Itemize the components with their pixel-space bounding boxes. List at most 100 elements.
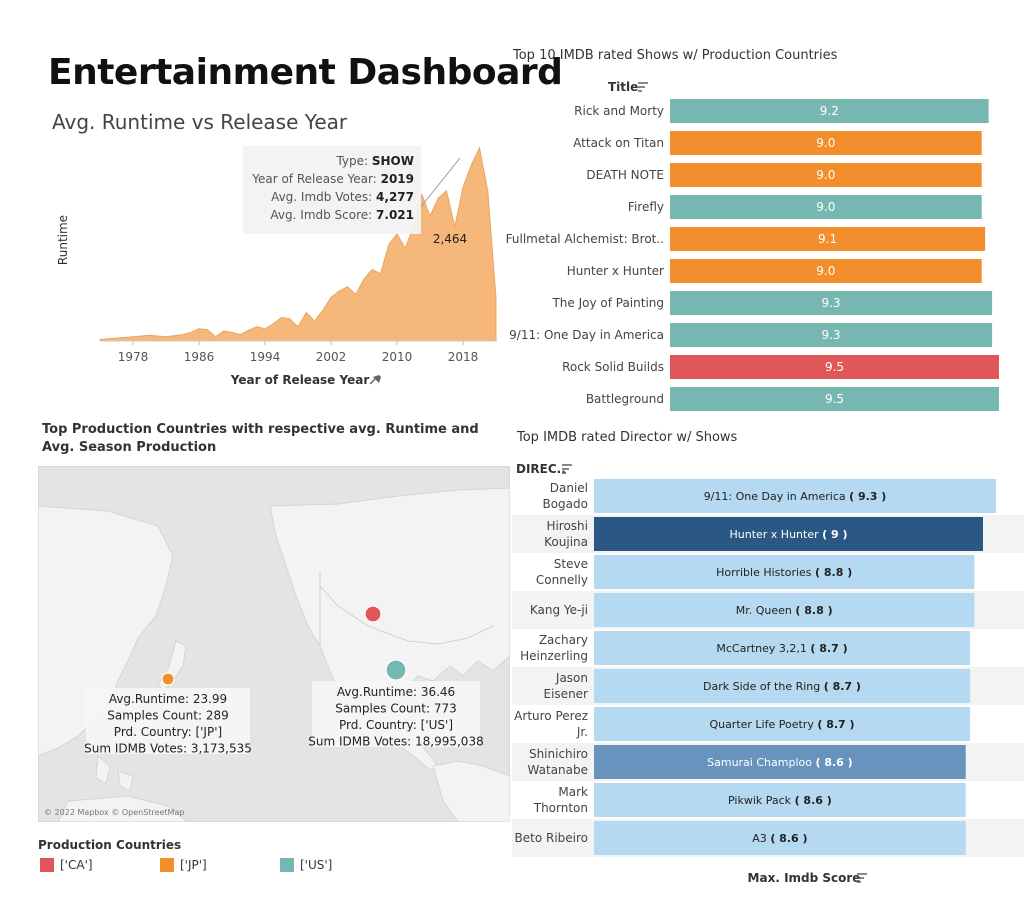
director-show-label: Pikwik Pack ( 8.6 ) <box>728 794 832 807</box>
director-name-label: Connelly <box>536 573 588 587</box>
area-x-axis-label: Year of Release Year <box>230 373 370 387</box>
dashboard-title: Entertainment Dashboard <box>48 52 563 93</box>
tooltip-row: Avg. Imdb Score: 7.021 <box>270 208 414 222</box>
area-point-label: 2,464 <box>433 232 467 246</box>
map-marker[interactable] <box>364 605 382 623</box>
director-name-label: Hiroshi <box>546 519 588 533</box>
directors-chart[interactable]: DIREC.. Daniel Bogado 9/11: One Day in Ame… <box>510 455 1025 895</box>
shows-bars: Rick and Morty 9.2 Attack on Titan 9.0 DEATH… <box>506 99 999 411</box>
director-bar[interactable] <box>594 517 983 551</box>
area-y-axis-label: Runtime <box>56 215 70 265</box>
director-show-label: A3 ( 8.6 ) <box>752 832 807 845</box>
legend-item[interactable]: ['CA'] <box>40 858 93 872</box>
area-chart[interactable]: Runtime 2,464 1978 1986 1994 2002 2010 2018 T… <box>40 140 510 400</box>
show-title-label: Battleground <box>586 392 664 406</box>
map-tooltip-line: Prd. Country: ['JP'] <box>114 725 222 739</box>
director-bar[interactable] <box>594 821 966 855</box>
show-title-label: Rock Solid Builds <box>562 360 664 374</box>
map-legend: ['CA'] ['JP'] ['US'] <box>40 858 500 876</box>
director-name-label: Eisener <box>544 687 589 701</box>
show-title-label: Attack on Titan <box>573 136 664 150</box>
map-tooltip-line: Samples Count: 289 <box>107 709 228 723</box>
legend-swatch <box>40 858 54 872</box>
shows-chart[interactable]: Title Rick and Morty 9.2 Attack on Titan 9.… <box>505 75 1025 415</box>
show-bar[interactable] <box>670 131 982 155</box>
tooltip-row: Year of Release Year: 2019 <box>251 172 414 186</box>
show-score-label: 9.2 <box>820 104 839 118</box>
director-bar[interactable] <box>594 783 966 817</box>
show-bar[interactable] <box>670 291 993 315</box>
show-bar[interactable] <box>670 163 982 187</box>
map-markers: Avg.Runtime: 23.99 Samples Count: 289 Prd.… <box>84 605 484 756</box>
map-marker[interactable] <box>385 659 407 681</box>
show-score-label: 9.5 <box>825 360 844 374</box>
map-tooltip-line: Prd. Country: ['US'] <box>339 718 453 732</box>
sort-icon[interactable] <box>857 873 867 883</box>
show-bar[interactable] <box>670 195 982 219</box>
director-bar[interactable] <box>594 745 966 779</box>
director-bar[interactable] <box>594 669 971 703</box>
directors-header: DIREC.. <box>516 462 566 476</box>
map-chart[interactable]: Avg.Runtime: 23.99 Samples Count: 289 Prd.… <box>38 466 510 822</box>
show-score-label: 9.1 <box>818 232 837 246</box>
tooltip-pointer <box>419 157 461 209</box>
area-x-ticks: 1978 1986 1994 2002 2010 2018 <box>118 341 478 364</box>
x-tick-label: 1994 <box>250 350 281 364</box>
show-title-label: Firefly <box>628 200 664 214</box>
directors-x-axis-label: Max. Imdb Score <box>748 871 861 885</box>
shows-header: Title <box>608 80 638 94</box>
legend-swatch <box>280 858 294 872</box>
director-name-label: Kang Ye-ji <box>530 603 588 617</box>
legend-swatch <box>160 858 174 872</box>
x-tick-label: 1978 <box>118 350 149 364</box>
director-name-label: Daniel <box>550 481 588 495</box>
director-bar[interactable] <box>594 479 996 513</box>
map-chart-title: Top Production Countries with respective… <box>42 422 479 455</box>
director-bar[interactable] <box>594 707 971 741</box>
map-tooltip-box <box>86 688 250 754</box>
director-name-label: Arturo Perez <box>514 709 588 723</box>
land-masses <box>38 487 510 822</box>
map-tooltip-box <box>312 681 480 747</box>
legend-item[interactable]: ['US'] <box>280 858 332 872</box>
map-tooltip-line: Avg.Runtime: 23.99 <box>109 692 227 706</box>
map-marker[interactable] <box>161 672 175 686</box>
show-bar[interactable] <box>670 259 982 283</box>
show-bar[interactable] <box>670 387 999 411</box>
x-tick-label: 2002 <box>316 350 347 364</box>
director-bar[interactable] <box>594 631 971 665</box>
tooltip-row: Type: SHOW <box>335 154 414 168</box>
show-title-label: Fullmetal Alchemist: Brot.. <box>506 232 664 246</box>
map-tooltip-line: Avg.Runtime: 36.46 <box>337 685 455 699</box>
director-show-label: 9/11: One Day in America ( 9.3 ) <box>704 490 887 503</box>
sort-icon[interactable] <box>638 82 648 92</box>
map-tooltip-line: Samples Count: 773 <box>335 702 456 716</box>
director-name-label: Steve <box>554 557 588 571</box>
area-plot: 2,464 <box>99 146 497 342</box>
director-show-label: Horrible Histories ( 8.8 ) <box>716 566 852 579</box>
director-show-label: McCartney 3,2,1 ( 8.7 ) <box>716 642 847 655</box>
show-bar[interactable] <box>670 355 999 379</box>
director-name-label: Mark <box>558 785 588 799</box>
director-show-label: Samurai Champloo ( 8.6 ) <box>707 756 853 769</box>
shows-chart-title: Top 10 IMDB rated Shows w/ Production Co… <box>513 48 838 63</box>
show-title-label: Hunter x Hunter <box>567 264 664 278</box>
x-tick-label: 1986 <box>184 350 215 364</box>
show-score-label: 9.0 <box>816 136 835 150</box>
legend-label: ['US'] <box>300 858 333 872</box>
sort-icon[interactable] <box>562 464 572 474</box>
area-series[interactable] <box>99 146 497 342</box>
x-tick-label: 2010 <box>382 350 413 364</box>
show-title-label: 9/11: One Day in America <box>509 328 664 342</box>
pin-icon[interactable] <box>369 375 381 385</box>
show-bar[interactable] <box>670 99 989 123</box>
director-bar[interactable] <box>594 593 975 627</box>
show-score-label: 9.0 <box>816 168 835 182</box>
area-chart-title: Avg. Runtime vs Release Year <box>52 110 348 134</box>
show-bar[interactable] <box>670 323 993 347</box>
map-tooltip-line: Sum IDMB Votes: 18,995,038 <box>308 735 483 749</box>
show-bar[interactable] <box>670 227 986 251</box>
show-title-label: DEATH NOTE <box>586 168 664 182</box>
director-bar[interactable] <box>594 555 975 589</box>
legend-item[interactable]: ['JP'] <box>160 858 207 872</box>
